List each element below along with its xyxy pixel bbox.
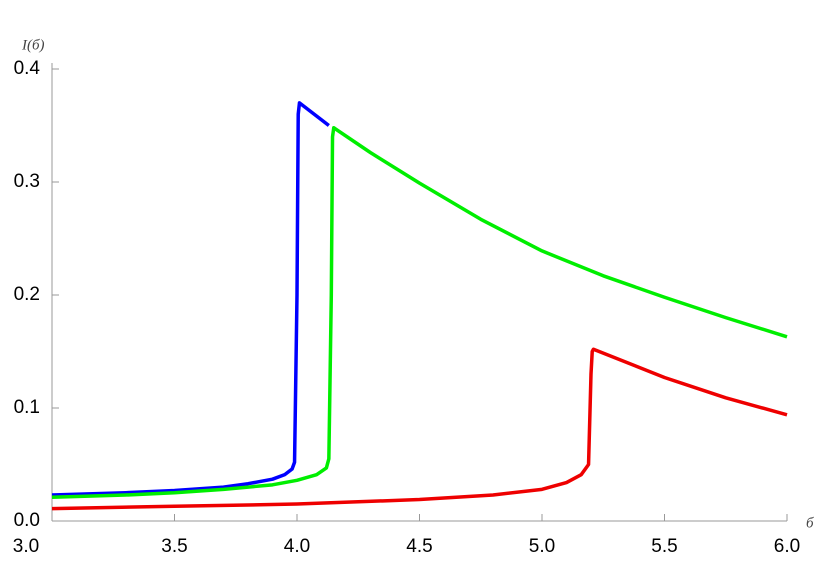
x-tick-label: 3.0	[13, 536, 39, 557]
x-tick-label: 4.0	[284, 536, 310, 557]
series-line	[51, 101, 330, 497]
x-tick-label: 3.5	[161, 536, 187, 557]
x-tick-label: 6.0	[774, 536, 800, 557]
series-line	[51, 126, 788, 500]
x-axis-label: б	[806, 515, 814, 531]
x-tick-label: 5.5	[651, 536, 677, 557]
x-tick-label: 4.5	[406, 536, 432, 557]
y-tick-label: 0.4	[14, 58, 41, 79]
y-tick-label: 0.1	[14, 397, 40, 418]
y-axis-label: I(б)	[21, 37, 45, 53]
x-tick-label: 5.0	[529, 536, 555, 557]
y-tick-label: 0.3	[14, 171, 40, 192]
y-tick-label: 0.2	[14, 284, 40, 305]
series-line	[51, 347, 788, 511]
y-tick-label: 0.0	[14, 510, 40, 531]
